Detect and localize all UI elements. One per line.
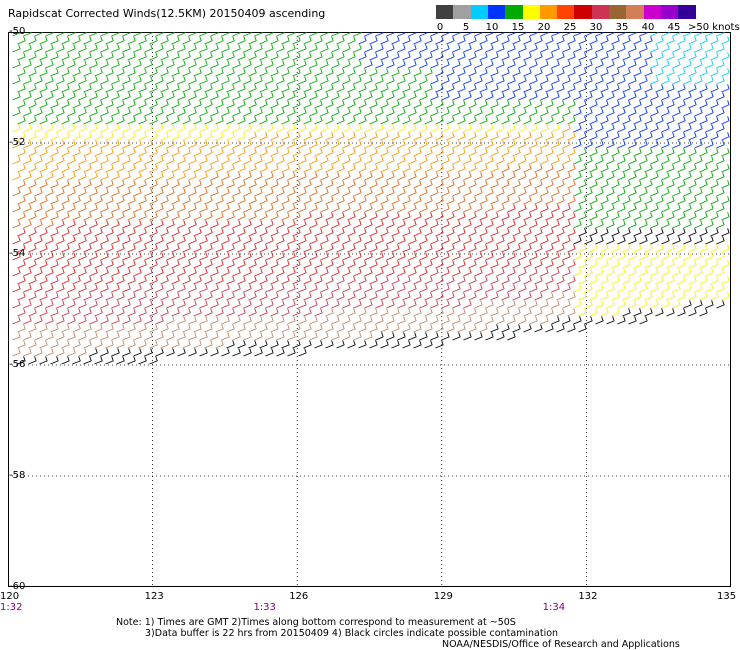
legend-label: 15 [511,22,525,33]
legend-label: 10 [485,22,499,33]
legend-swatch [591,5,610,19]
legend-swatch [643,5,662,19]
legend-swatch [609,5,627,19]
lon-tick-label: 132 [578,591,598,602]
legend-label: 35 [615,22,629,33]
legend-swatch [574,5,593,19]
lon-tick-label: 126 [289,591,309,602]
legend-swatch [557,5,575,19]
note-line-2: 3)Data buffer is 22 hrs from 20150409 4)… [145,628,559,639]
legend-swatch [470,5,489,19]
legend-swatch [522,5,541,19]
legend-label: 0 [436,22,444,33]
legend-swatch [487,5,506,19]
wind-barb-group [12,204,576,293]
legend-label: 5 [462,22,470,33]
lat-tick-label: -60 [9,581,26,592]
wind-map-plot[interactable] [8,32,731,587]
legend-swatch [505,5,523,19]
lon-tick-label: 135 [717,591,737,602]
wind-barb-group [17,228,730,365]
legend-label: 40 [641,22,655,33]
wind-barb-group [650,32,730,85]
lat-tick-label: -52 [9,137,26,148]
wind-barbs [12,32,730,365]
map-title: Rapidscat Corrected Winds(12.5KM) 201504… [8,7,326,20]
lon-tick-label: 120 [0,591,20,602]
lat-tick-label: -56 [9,359,26,370]
wind-map-svg [8,32,731,587]
legend-swatch [539,5,558,19]
legend-label: 20 [537,22,551,33]
legend-units: >50 knots [688,22,740,33]
wind-barb-group [12,32,730,229]
lat-tick-label: -54 [9,248,26,259]
time-label: 1:32 [0,602,23,613]
legend-swatch [678,5,696,19]
legend-label: 25 [563,22,577,33]
lon-tick-label: 129 [433,591,453,602]
wind-barb-group [12,260,576,325]
wind-barb-group [358,32,730,149]
legend-swatch [436,5,454,19]
wind-barb-group [12,124,576,181]
legend-swatch [626,5,645,19]
wind-barb-group [12,164,576,229]
note-line-3: NOAA/NESDIS/Office of Research and Appli… [442,639,680,650]
legend-label: 45 [667,22,681,33]
map-frame [8,32,731,587]
lat-tick-label: -58 [9,470,26,481]
legend-swatch [660,5,679,19]
note-line-1: Note: 1) Times are GMT 2)Times along bot… [116,617,516,628]
wind-barb-group [12,124,730,317]
lon-tick-label: 123 [144,591,164,602]
wind-barb-group [12,292,576,357]
legend-label: 30 [589,22,603,33]
lat-tick-label: -50 [9,26,26,37]
legend-swatch [453,5,472,19]
time-label: 1:34 [542,602,566,613]
time-label: 1:33 [253,602,276,613]
